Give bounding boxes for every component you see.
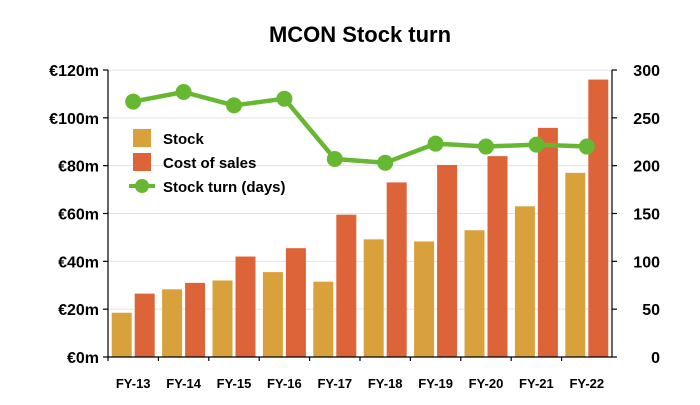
legend-swatch-marker bbox=[135, 179, 149, 193]
x-axis-tick-label: FY-16 bbox=[267, 376, 302, 391]
left-axis-tick-label: €40m bbox=[58, 254, 99, 271]
bar-stock-fy-13 bbox=[111, 312, 132, 357]
left-axis-tick-label: €80m bbox=[58, 159, 99, 176]
left-axis-tick-label: €0m bbox=[67, 350, 99, 367]
bars bbox=[111, 79, 609, 358]
stock-turn-polyline bbox=[132, 89, 587, 166]
bar-cost-of-sales-fy-14 bbox=[185, 282, 206, 357]
bar-stock-fy-17 bbox=[313, 281, 334, 357]
stock-turn-point-fy-15 bbox=[226, 97, 242, 114]
right-axis-tick-label: 150 bbox=[633, 207, 660, 224]
x-axis-tick-label: FY-17 bbox=[317, 376, 352, 391]
x-axis-tick-label: FY-13 bbox=[116, 376, 151, 391]
bar-cost-of-sales-fy-19 bbox=[437, 164, 458, 357]
axes: €0m €20m €40m €60m €80m €100m €120m 0 50 100 150 20… bbox=[49, 63, 660, 391]
x-axis-tick-label: FY-15 bbox=[217, 376, 252, 391]
bar-stock-fy-20 bbox=[464, 230, 485, 357]
left-axis-tick-label: €120m bbox=[49, 63, 99, 80]
right-axis-tick-label: 50 bbox=[642, 302, 660, 319]
stock-turn-point-fy-16 bbox=[276, 90, 293, 107]
legend-label: Stock bbox=[163, 131, 205, 148]
x-axis-tick-label: FY-14 bbox=[166, 376, 201, 391]
legend-swatch bbox=[133, 129, 151, 147]
stock-turn-point-fy-22 bbox=[578, 138, 595, 155]
bar-cost-of-sales-fy-18 bbox=[386, 182, 407, 357]
bar-stock-fy-22 bbox=[565, 172, 586, 357]
bar-stock-fy-15 bbox=[212, 280, 233, 357]
left-axis-tick-label: €100m bbox=[49, 111, 99, 128]
legend-label: Stock turn (days) bbox=[163, 179, 286, 196]
bar-stock-fy-21 bbox=[514, 206, 535, 357]
bar-cost-of-sales-fy-15 bbox=[235, 256, 256, 357]
right-axis-tick-label: 300 bbox=[633, 63, 660, 80]
bar-cost-of-sales-fy-20 bbox=[487, 156, 508, 357]
right-axis-tick-label: 200 bbox=[633, 159, 660, 176]
stock-turn-point-fy-18 bbox=[377, 154, 394, 171]
stock-turn-point-fy-14 bbox=[175, 84, 192, 101]
x-axis-tick-label: FY-19 bbox=[418, 376, 453, 391]
legend-swatch bbox=[133, 153, 151, 171]
bar-stock-fy-19 bbox=[414, 241, 435, 357]
chart-title: MCON Stock turn bbox=[269, 22, 451, 47]
bar-cost-of-sales-fy-17 bbox=[336, 214, 357, 357]
bar-cost-of-sales-fy-16 bbox=[285, 248, 306, 357]
stock-turn-line bbox=[125, 84, 595, 171]
stock-turn-point-fy-20 bbox=[478, 138, 494, 155]
x-axis-tick-label: FY-21 bbox=[519, 376, 554, 391]
bar-cost-of-sales-fy-21 bbox=[537, 127, 558, 358]
bar-stock-fy-16 bbox=[262, 272, 283, 357]
stock-turn-point-fy-17 bbox=[326, 150, 343, 167]
x-axis-tick-label: FY-18 bbox=[368, 376, 403, 391]
legend-label: Cost of sales bbox=[163, 155, 256, 172]
right-axis-tick-label: 100 bbox=[633, 254, 660, 271]
bar-cost-of-sales-fy-13 bbox=[134, 293, 155, 357]
x-axis-tick-label: FY-20 bbox=[469, 376, 504, 391]
x-axis-tick-label: FY-22 bbox=[569, 376, 604, 391]
stock-turn-point-fy-21 bbox=[528, 136, 545, 153]
bar-cost-of-sales-fy-22 bbox=[588, 79, 609, 358]
bar-stock-fy-14 bbox=[162, 289, 183, 357]
bar-stock-fy-18 bbox=[363, 239, 384, 357]
right-axis-tick-label: 250 bbox=[633, 111, 660, 128]
left-axis-tick-label: €60m bbox=[58, 207, 99, 224]
stock-turn-point-fy-13 bbox=[125, 93, 142, 110]
stock-turn-point-fy-19 bbox=[427, 135, 444, 152]
legend: Stock Cost of sales Stock turn (days) bbox=[129, 129, 286, 196]
right-axis-tick-label: 0 bbox=[651, 350, 660, 367]
left-axis-tick-label: €20m bbox=[58, 302, 99, 319]
